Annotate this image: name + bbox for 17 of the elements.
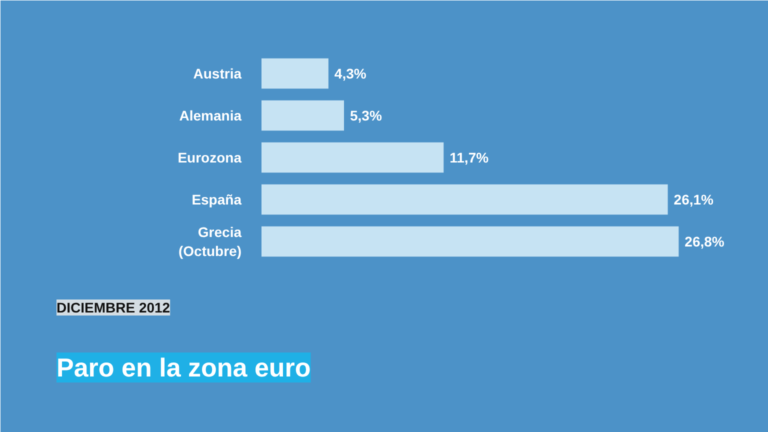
y-tick-label: Alemania — [179, 108, 242, 124]
bar — [262, 100, 344, 131]
data-label: 26,1% — [674, 192, 714, 208]
data-label: 5,3% — [350, 108, 382, 124]
y-tick-label: Austria — [193, 66, 242, 82]
text: Paro en la zona euro — [56, 352, 311, 382]
bar — [262, 142, 444, 173]
data-label: 4,3% — [334, 66, 367, 82]
text: DICIEMBRE 2012 — [56, 300, 170, 316]
bar — [262, 226, 679, 257]
bar — [262, 58, 328, 89]
y-tick-label: España — [192, 192, 242, 208]
bar — [262, 184, 668, 215]
y-tick-label: Eurozona — [178, 150, 242, 166]
y-tick-label: Grecia (Octubre) — [178, 224, 242, 260]
data-label: 26,8% — [684, 234, 725, 250]
data-label: 11,7% — [450, 150, 490, 166]
